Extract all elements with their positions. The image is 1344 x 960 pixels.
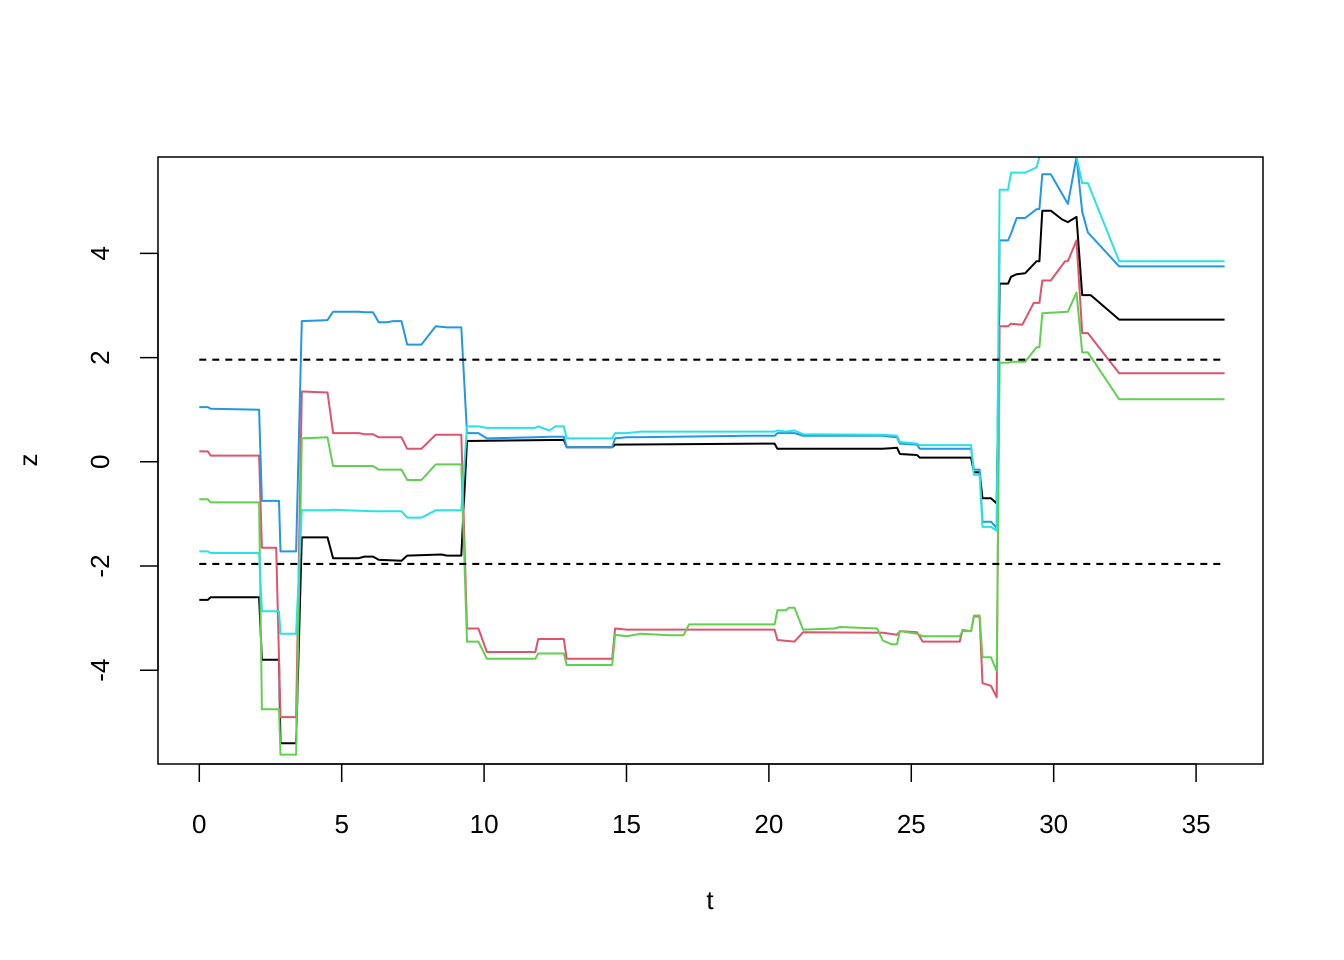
x-tick-label: 15: [612, 809, 641, 839]
x-tick-label: 5: [334, 809, 348, 839]
x-axis-label: t: [706, 885, 714, 915]
x-tick-label: 25: [897, 809, 926, 839]
series-line-5: [199, 157, 1225, 635]
x-tick-label: 10: [470, 809, 499, 839]
y-tick-label: 2: [85, 350, 115, 364]
series-layer: [199, 157, 1225, 756]
reference-lines: [199, 358, 1225, 566]
y-tick-label: 4: [85, 246, 115, 260]
series-line-4: [199, 157, 1225, 553]
y-tick-label: 0: [85, 455, 115, 469]
y-axis-label: z: [13, 454, 43, 467]
series-line-1: [199, 209, 1225, 745]
series-line-2: [199, 239, 1225, 719]
y-axis: -4 -2 0 2 4: [85, 246, 159, 682]
x-tick-label: 20: [754, 809, 783, 839]
x-tick-label: 35: [1182, 809, 1211, 839]
x-tick-label: 0: [192, 809, 206, 839]
y-tick-label: -4: [85, 659, 115, 682]
y-tick-label: -2: [85, 554, 115, 577]
plot-frame: [157, 156, 1264, 765]
x-tick-label: 30: [1039, 809, 1068, 839]
series-line-3: [199, 291, 1225, 756]
x-axis: 0 5 10 15 20 25 30 35: [192, 763, 1211, 839]
